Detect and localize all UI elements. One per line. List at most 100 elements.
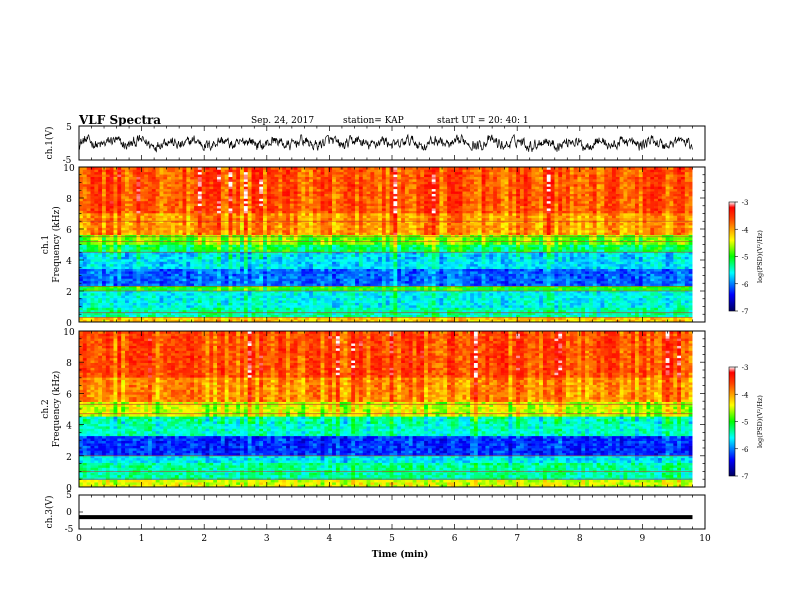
spectrogram-cell [312, 300, 318, 303]
spectrogram-cell [443, 307, 448, 311]
spectrogram-cell [546, 254, 551, 257]
spectrogram-cell [105, 295, 110, 299]
spectrogram-cell [105, 249, 110, 253]
spectrogram-cell [109, 317, 114, 320]
spectrogram-cell [355, 292, 360, 296]
spectrogram-cell [82, 309, 87, 313]
spectrogram-cell [332, 254, 337, 257]
spectrogram-cell [255, 319, 260, 323]
spectrogram-cell [554, 297, 559, 301]
spectrogram-cell [316, 261, 321, 265]
spectrogram-cell [631, 292, 636, 296]
spectrogram-cell [182, 280, 187, 284]
spectrogram-cell [489, 309, 494, 313]
spectrogram-cell [680, 314, 686, 318]
spectrogram-cell [481, 319, 486, 323]
spectrogram-cell [186, 312, 191, 316]
spectrogram-cell [592, 259, 597, 262]
spectrogram-cell [650, 295, 655, 299]
spectrogram-cell [481, 292, 486, 296]
spectrogram-cell [343, 275, 348, 279]
spectrogram-cell [151, 246, 156, 250]
spectrogram-cell [669, 309, 674, 313]
spectrogram-cell [496, 290, 502, 294]
spectrogram-cell [190, 319, 195, 323]
spectrogram-cell [477, 297, 482, 301]
spectrogram-cell [347, 309, 352, 313]
spectrogram-cell [155, 314, 160, 318]
spectrogram-cell [408, 259, 413, 262]
spectrogram-cell [347, 280, 352, 284]
spectrogram-cell [98, 278, 103, 282]
spectrogram-cell [94, 249, 99, 253]
spectrogram-cell [366, 288, 371, 291]
spectrogram-cell [163, 300, 168, 303]
spectrogram-cell [312, 309, 318, 313]
spectrogram-cell [366, 317, 371, 320]
spectrogram-cell [102, 288, 107, 291]
spectrogram-cell [163, 254, 168, 257]
spectrogram-cell [105, 297, 110, 301]
spectrogram-cell [190, 305, 195, 308]
spectrogram-cell [416, 278, 421, 282]
spectrogram-cell [650, 292, 655, 296]
spectrogram-cell [378, 317, 383, 320]
spectrogram-cell [431, 249, 436, 253]
spectrogram-cell [642, 309, 647, 313]
spectrogram-cell [90, 288, 95, 291]
spectrogram-cell [531, 266, 536, 270]
spectrogram-cell [82, 268, 87, 272]
spectrogram-cell [121, 268, 126, 272]
spectrogram-cell [493, 278, 498, 282]
spectrogram-cell [98, 319, 103, 323]
spectrogram-cell [94, 273, 99, 277]
spectrogram-cell [332, 261, 337, 265]
spectrogram-cell [263, 246, 268, 250]
spectrogram-cell [581, 302, 586, 306]
spectrogram-cell [94, 278, 99, 282]
spectrogram-cell [132, 268, 137, 272]
spectrogram-cell [282, 319, 287, 323]
spectrogram-cell [324, 275, 329, 279]
spectrogram-cell [205, 290, 210, 294]
spectrogram-cell [661, 259, 666, 262]
spectrogram-cell [82, 300, 87, 303]
spectrogram-cell [554, 249, 559, 253]
spectrogram-cell [309, 271, 314, 274]
spectrogram-cell [79, 307, 84, 311]
spectrogram-cell [569, 271, 574, 274]
spectrogram-cell [688, 314, 693, 318]
spectrogram-cell [174, 271, 179, 274]
spectrogram-cell [182, 295, 187, 299]
spectrogram-cell [125, 297, 130, 301]
spectrogram-cell [159, 317, 164, 320]
spectrogram-cell [366, 300, 371, 303]
spectrogram-cell [128, 305, 133, 308]
spectrogram-cell [477, 295, 482, 299]
spectrogram-cell [634, 259, 640, 262]
spectrogram-cell [159, 312, 164, 316]
spectrogram-cell [408, 254, 413, 257]
spectrogram-cell [167, 254, 172, 257]
spectrogram-cell [646, 300, 651, 303]
spectrogram-cell [481, 288, 486, 291]
spectrogram-cell [182, 275, 187, 279]
spectrogram-cell [642, 292, 647, 296]
spectrogram-cell [420, 312, 425, 316]
spectrogram-cell [351, 292, 356, 296]
spectrogram-cell [178, 305, 183, 308]
spectrogram-cell [596, 261, 601, 265]
spectrogram-cell [282, 305, 287, 308]
spectrogram-cell [462, 254, 467, 257]
spectrogram-cell [611, 319, 617, 323]
spectrogram-cell [94, 268, 99, 272]
spectrogram-cell [121, 273, 126, 277]
spectrogram-cell [79, 290, 84, 294]
spectrogram-cell [305, 268, 310, 272]
spectrogram-cell [132, 312, 137, 316]
spectrogram-cell [397, 271, 402, 274]
spectrogram-cell [339, 266, 344, 270]
spectrogram-cell [604, 249, 609, 253]
spectrogram-cell [178, 254, 183, 257]
spectrogram-cell [596, 309, 601, 313]
